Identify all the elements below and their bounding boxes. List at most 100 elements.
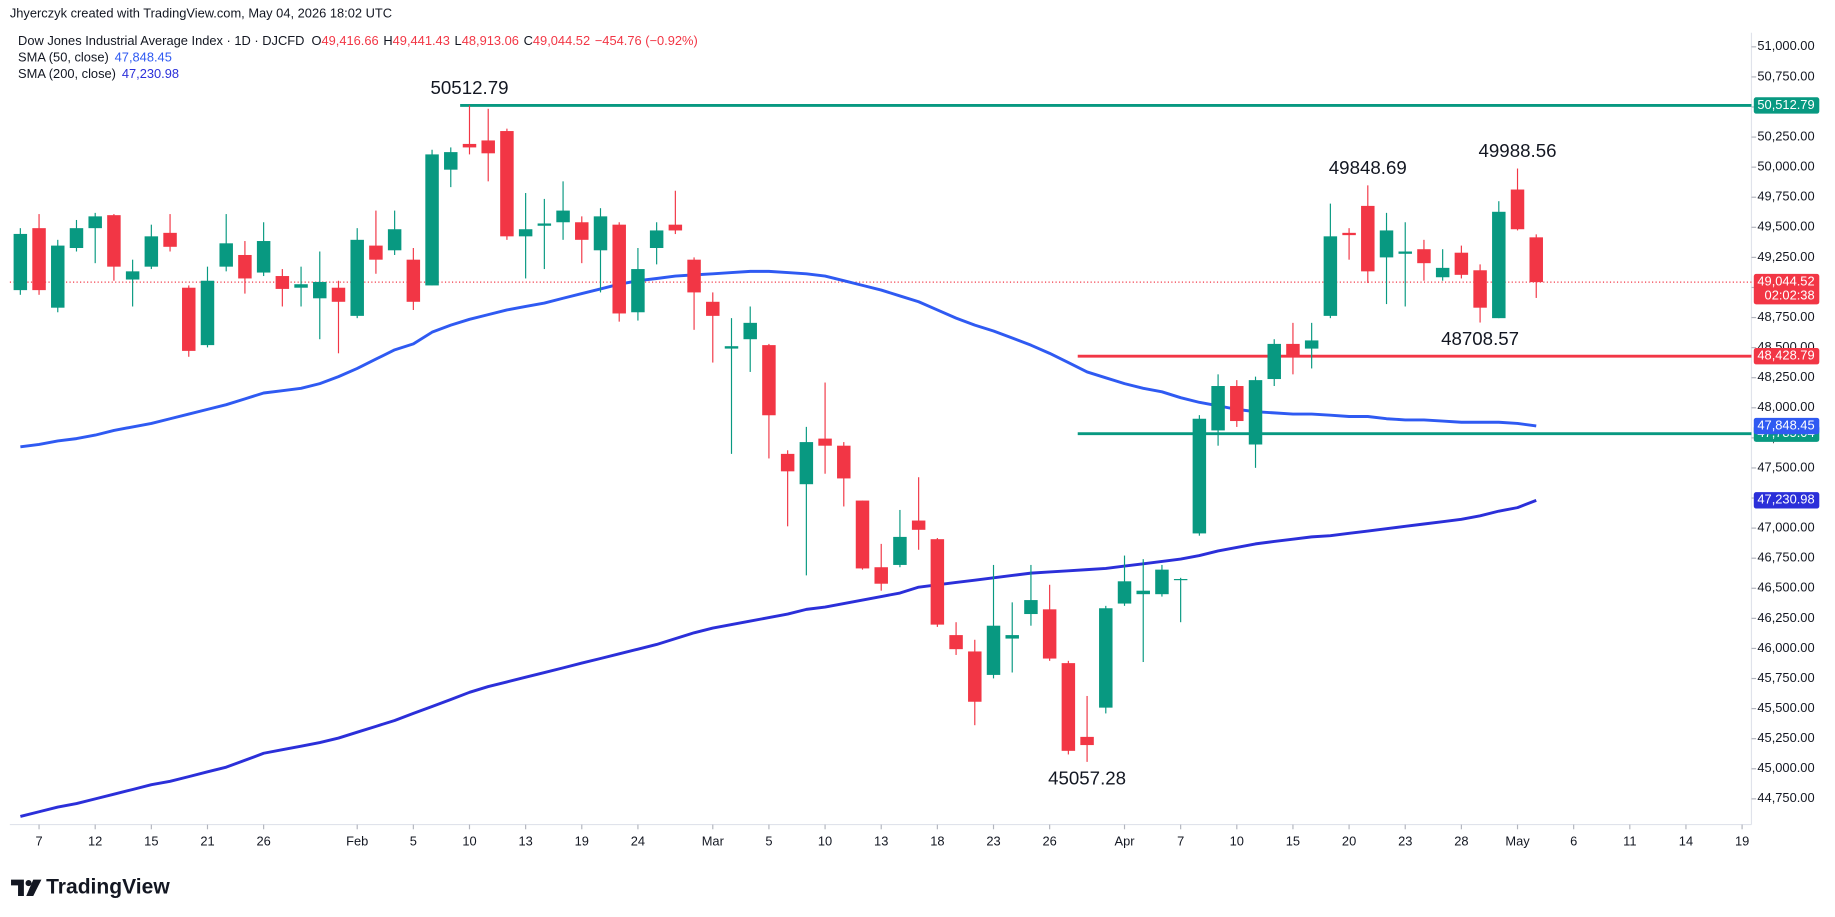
ohlc-value: 49,441.43	[393, 33, 450, 48]
x-tick-label: 7	[35, 834, 42, 849]
candle-body	[1024, 600, 1038, 615]
candle-body	[593, 216, 608, 251]
candle-body	[930, 539, 945, 625]
x-tick-label: 20	[1342, 834, 1356, 849]
candle-body	[294, 284, 308, 288]
candle-body	[893, 536, 907, 565]
x-tick-label: 13	[874, 834, 888, 849]
candle-body	[1492, 211, 1506, 319]
x-tick-label: 14	[1679, 834, 1693, 849]
y-tick-label: 45,000.00	[1757, 760, 1814, 775]
candle-body	[1230, 386, 1244, 422]
x-tick-label: 10	[1230, 834, 1244, 849]
indicator-value: 47,230.98	[122, 66, 179, 81]
candle-body	[1361, 205, 1375, 272]
candle-body	[256, 241, 271, 273]
sma-line	[20, 499, 1537, 818]
credit: Jhyerczyk created with TradingView.com, …	[10, 5, 392, 20]
candle-body	[911, 520, 926, 530]
candle-body	[1454, 252, 1469, 275]
candle-body	[687, 259, 701, 293]
candle-body	[1080, 736, 1094, 746]
y-tick-label: 49,750.00	[1757, 189, 1814, 204]
y-tick-label: 46,000.00	[1757, 640, 1814, 655]
candle-body	[406, 259, 421, 302]
candle-body	[275, 276, 290, 289]
candle-body	[575, 222, 589, 240]
ohlc-key: C	[524, 33, 533, 48]
y-tick-label: 49,500.00	[1757, 219, 1814, 234]
level-badge	[1753, 348, 1820, 365]
y-tick-label: 45,250.00	[1757, 730, 1814, 745]
candle-body	[182, 287, 196, 351]
candle-body	[425, 154, 439, 286]
indicator-value: 47,848.45	[115, 50, 172, 65]
candle-body	[444, 152, 458, 170]
candle-body	[612, 224, 626, 314]
candle-body	[1473, 270, 1487, 308]
candle-body	[462, 143, 477, 148]
candle-body	[88, 216, 102, 229]
price-annotation: 49988.56	[1479, 140, 1557, 161]
brand-logo	[11, 879, 42, 896]
x-tick-label: 15	[1286, 834, 1300, 849]
candle-body	[1323, 236, 1338, 316]
candle-body	[1398, 251, 1412, 254]
candle-body	[724, 346, 739, 349]
candle-body	[556, 210, 570, 223]
price-annotation: 49848.69	[1329, 157, 1407, 178]
y-tick-label: 46,250.00	[1757, 610, 1814, 625]
legend-title: Dow Jones Industrial Average Index · 1D …	[18, 33, 698, 48]
candle-body	[949, 635, 963, 650]
y-tick-label: 48,000.00	[1757, 399, 1814, 414]
sma-badge	[1753, 492, 1820, 509]
level-badge-label: 48,428.79	[1757, 348, 1814, 363]
last-price-badge-label: 49,044.52	[1757, 274, 1814, 289]
candle-body	[1379, 230, 1394, 258]
ohlc-value: 49,044.52	[533, 33, 590, 48]
candle-body	[1061, 663, 1076, 751]
candle-body	[1099, 608, 1113, 708]
indicator-name: SMA (50, close)	[18, 50, 109, 65]
y-tick-label: 48,250.00	[1757, 369, 1814, 384]
x-tick-label: 10	[818, 834, 832, 849]
candle-body	[1136, 590, 1150, 595]
candle-body	[1304, 340, 1319, 349]
y-tick-label: 45,750.00	[1757, 670, 1814, 685]
y-tick-label: 50,250.00	[1757, 128, 1814, 143]
change: −454.76 (−0.92%)	[595, 33, 698, 48]
candle-body	[1248, 380, 1263, 445]
y-tick-label: 46,500.00	[1757, 580, 1814, 595]
candle-body	[125, 271, 140, 280]
y-tick-label: 50,000.00	[1757, 159, 1814, 174]
candle-body	[762, 345, 776, 416]
y-tick-label: 46,750.00	[1757, 550, 1814, 565]
y-tick-label: 48,750.00	[1757, 309, 1814, 324]
candle-body	[500, 131, 514, 237]
x-tick-label: Feb	[346, 834, 368, 849]
candle-body	[780, 453, 795, 472]
candle-body	[107, 215, 121, 267]
x-tick-label: 26	[1042, 834, 1056, 849]
candle-body	[1510, 189, 1525, 230]
x-tick-label: 19	[1735, 834, 1749, 849]
y-tick-label: 45,500.00	[1757, 700, 1814, 715]
ohlc-key: L	[455, 33, 462, 48]
y-tick-label: 44,750.00	[1757, 790, 1814, 805]
x-tick-label: 10	[462, 834, 476, 849]
candle-body	[1435, 267, 1450, 278]
candle-body	[837, 445, 851, 479]
candle-body	[799, 442, 814, 485]
y-tick-label: 47,000.00	[1757, 520, 1814, 535]
candle-body	[1155, 569, 1169, 595]
candle-body	[387, 229, 402, 251]
y-tick-label: 49,250.00	[1757, 249, 1814, 264]
candle-body	[1342, 232, 1356, 236]
candle-body	[313, 281, 327, 299]
ohlc-value: 49,416.66	[321, 33, 378, 48]
sma-badge-label: 47,848.45	[1757, 417, 1814, 432]
candle-body	[743, 322, 757, 340]
